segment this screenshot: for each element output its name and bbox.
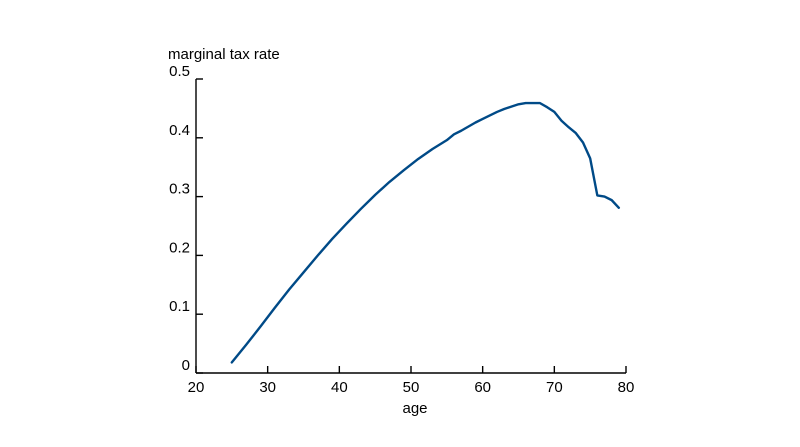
x-tick-label: 50 xyxy=(403,379,420,396)
y-tick-label: 0.1 xyxy=(169,298,190,315)
x-axis-title: age xyxy=(402,400,427,417)
x-tick-label: 60 xyxy=(474,379,491,396)
x-tick-label: 80 xyxy=(618,379,635,396)
plot-area xyxy=(230,101,621,364)
series-line-1 xyxy=(230,101,621,364)
axes: 0 0.1 0.2 0.3 0.4 0.5 20 30 40 50 60 70 80 xyxy=(169,63,634,396)
x-tick-label: 30 xyxy=(259,379,276,396)
x-tick-label: 20 xyxy=(188,379,205,396)
y-tick-label: 0.3 xyxy=(169,181,190,198)
x-tick-label: 70 xyxy=(546,379,563,396)
y-tick-label: 0.2 xyxy=(169,239,190,256)
x-tick-label: 40 xyxy=(331,379,348,396)
y-tick-label: 0.5 xyxy=(169,63,190,80)
y-tick-label: 0 xyxy=(182,357,190,374)
y-tick-label: 0.4 xyxy=(169,122,190,139)
y-axis-title: marginal tax rate xyxy=(168,46,280,63)
